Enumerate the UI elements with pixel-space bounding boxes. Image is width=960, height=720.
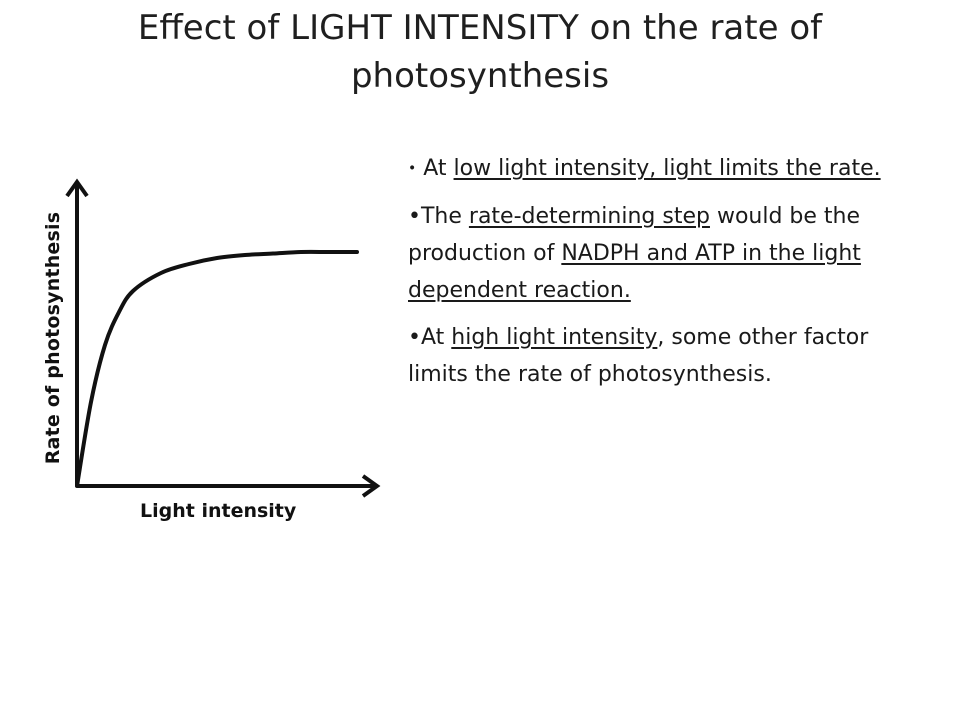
y-axis-arrow [65,178,89,198]
explanation-item-3: •At high light intensity, some other fac… [408,319,908,393]
text-run: would be the production of [408,203,861,266]
light-intensity-graph [30,170,390,540]
explanation-list: • At low light intensity, light limits t… [408,150,908,403]
x-axis-arrow [361,474,381,498]
bullet: • [408,324,421,350]
underlined-phrase: high light intensity [451,324,658,350]
slide-title-line-2: photosynthesis [350,56,610,96]
bullet: • [408,203,421,229]
rate-curve [75,249,359,488]
explanation-item-2: •The rate-determining step would be the … [408,198,908,309]
underlined-phrase: NADPH and ATP in the light dependent rea… [408,240,861,303]
text-run: The [420,203,469,229]
explanation-item-1: • At low light intensity, light limits t… [408,150,908,188]
text-run: , some other factor limits the rate of p… [408,324,869,387]
underlined-phrase: low light intensity, light limits the ra… [453,156,881,181]
underlined-phrase: rate-determining step [468,203,710,229]
graph-canvas [65,178,381,498]
slide-title-line-1: Effect of LIGHT INTENSITY on the rate of [137,8,823,48]
text-run: At [420,324,452,350]
bullet: • [408,160,417,177]
x-axis-label: Light intensity [140,500,297,522]
text-run: At [416,156,454,181]
y-axis-label: Rate of photosynthesis [42,211,64,465]
slide-title: Effect of LIGHT INTENSITY on the rate of… [40,4,920,100]
